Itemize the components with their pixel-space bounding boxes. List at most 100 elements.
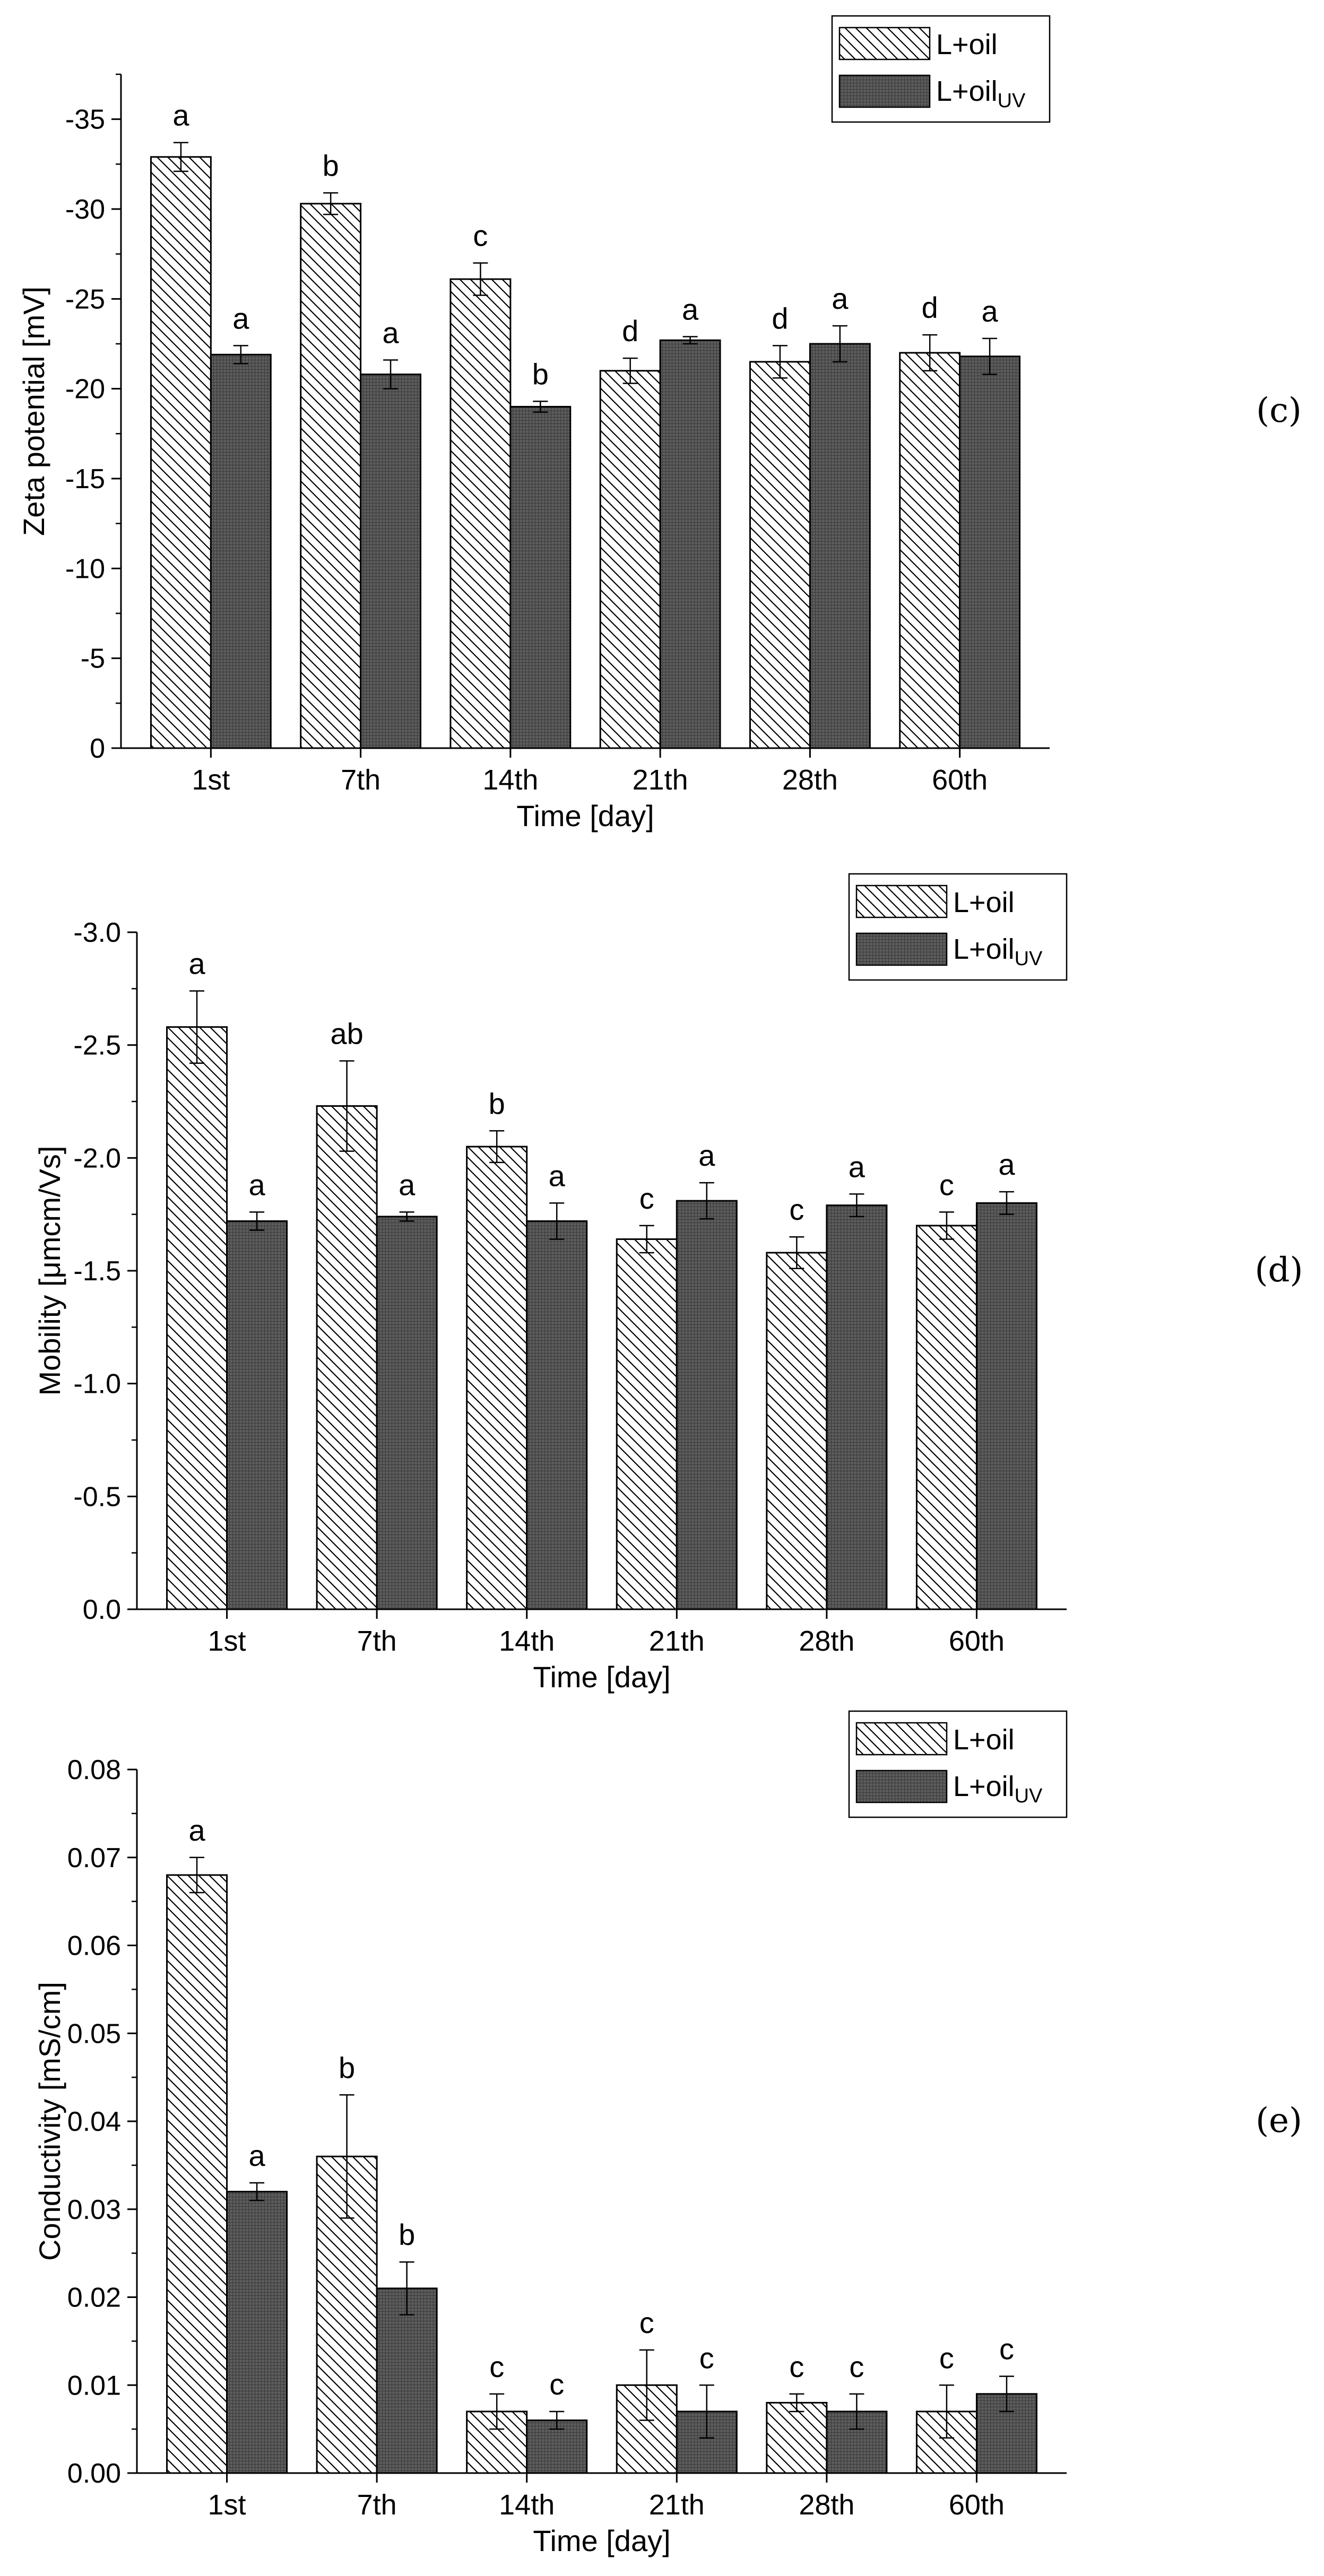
y-axis-title: Zeta potential [mV]	[17, 287, 50, 536]
significance-letter: a	[682, 292, 699, 326]
significance-letter: c	[999, 2332, 1014, 2366]
y-tick-label: -1.0	[73, 1369, 121, 1400]
bar-l-oil-uv	[226, 2191, 288, 2474]
y-axis-title: Conductivity [mS/cm]	[33, 1982, 66, 2261]
significance-letter: c	[849, 2350, 864, 2383]
bar-l-oil	[766, 2401, 828, 2474]
chart-panel-3: 0.00 0.01 0.02 0.03 0.04 0.05 0.06 0.07 0.08 1st 7…	[33, 1710, 1302, 2557]
bar-l-oil-uv	[959, 355, 1021, 749]
y-tick-label: 0.05	[67, 2018, 121, 2049]
x-tick-label: 1st	[208, 2489, 246, 2521]
bar-l-oil-uv	[376, 1216, 438, 1610]
x-tick-label: 7th	[357, 2489, 397, 2521]
y-tick-label: -15	[65, 464, 105, 495]
legend-label-subscript: UV	[998, 90, 1026, 112]
bar-l-oil-uv	[210, 353, 272, 749]
legend-label-l-oil-uv: L+oilUV	[953, 1771, 1043, 1807]
bar-l-oil-uv	[809, 343, 871, 749]
x-tick-label: 28th	[782, 764, 838, 796]
y-tick-label: -35	[65, 105, 105, 135]
y-tick-label: -20	[65, 374, 105, 405]
legend-label-main: L+oil	[953, 933, 1015, 965]
significance-letter: a	[188, 1814, 205, 1847]
x-tick-label: 21th	[649, 1625, 705, 1657]
bar-l-oil	[899, 352, 961, 749]
x-tick-label: 60th	[949, 2489, 1005, 2521]
significance-letter: c	[549, 2367, 564, 2401]
significance-letter: c	[489, 2350, 504, 2383]
y-axis-title: Mobility [μmcm/Vs]	[33, 1146, 66, 1396]
significance-letter: b	[323, 149, 339, 183]
legend-swatch-l-oil-uv	[838, 74, 931, 108]
x-tick-label: 60th	[949, 1625, 1005, 1657]
bar-l-oil-uv	[376, 2287, 438, 2474]
significance-letter: a	[188, 947, 205, 981]
x-axis-title: Time [day]	[533, 1660, 670, 1694]
y-tick-label: -0.5	[73, 1481, 121, 1512]
x-tick-label: 14th	[499, 1625, 555, 1657]
significance-letter: c	[639, 2306, 654, 2339]
significance-letter: c	[939, 2341, 954, 2374]
panel-label: (e)	[1256, 2101, 1302, 2140]
bar-l-oil-uv	[659, 339, 721, 749]
legend-swatch-l-oil	[838, 27, 931, 60]
x-tick-label: 21th	[649, 2489, 705, 2521]
x-tick-label: 7th	[357, 1625, 397, 1657]
bar-l-oil	[766, 1252, 828, 1610]
significance-letter: c	[473, 219, 488, 253]
y-tick-label: 0.04	[67, 2106, 121, 2137]
bar-l-oil	[449, 278, 512, 749]
significance-letter: a	[382, 316, 399, 349]
significance-letter: c	[939, 1168, 954, 1201]
y-tick-label: -2.0	[73, 1143, 121, 1174]
y-tick-label: 0.0	[83, 1594, 121, 1625]
bar-l-oil-uv	[526, 1220, 588, 1610]
legend-swatch-l-oil	[855, 1722, 948, 1756]
y-tick-label: 0	[90, 733, 105, 764]
bar-l-oil-uv	[826, 1204, 888, 1610]
legend-swatch-l-oil	[855, 884, 948, 918]
y-tick-label: 0.02	[67, 2283, 121, 2313]
y-tick-label: 0.06	[67, 1931, 121, 1962]
y-tick-label: -25	[65, 284, 105, 315]
x-tick-label: 1st	[208, 1625, 246, 1657]
significance-letter: a	[248, 1168, 265, 1201]
x-tick-label: 28th	[799, 1625, 854, 1657]
significance-letter: b	[489, 1087, 505, 1120]
legend-label-l-oil-uv: L+oilUV	[936, 75, 1026, 112]
legend-label-l-oil: L+oil	[953, 1724, 1015, 1756]
y-tick-label: 0.08	[67, 1755, 121, 1785]
x-tick-label: 14th	[499, 2489, 555, 2521]
bar-l-oil-uv	[509, 406, 572, 749]
legend-label-main: L+oil	[953, 1771, 1015, 1802]
legend-swatch-l-oil-uv	[855, 932, 948, 966]
x-axis-title: Time [day]	[533, 2524, 670, 2557]
bar-l-oil	[616, 1238, 678, 1610]
significance-letter: d	[772, 301, 788, 335]
significance-letter: a	[399, 1168, 416, 1201]
significance-letter: b	[532, 357, 549, 391]
y-tick-label: 0.01	[67, 2370, 121, 2401]
x-tick-label: 7th	[341, 764, 380, 796]
legend-label-l-oil: L+oil	[936, 29, 998, 60]
significance-letter: a	[982, 294, 999, 328]
bar-l-oil-uv	[360, 374, 422, 749]
y-tick-label: -2.5	[73, 1030, 121, 1061]
significance-letter: a	[698, 1139, 715, 1172]
legend-swatch-l-oil-uv	[855, 1770, 948, 1803]
panel-label: (d)	[1255, 1251, 1303, 1290]
significance-letter: a	[172, 99, 189, 132]
y-tick-label: 0.00	[67, 2458, 121, 2489]
significance-letter: d	[622, 314, 638, 348]
legend-label-subscript: UV	[1015, 1785, 1043, 1807]
significance-letter: d	[922, 291, 938, 324]
x-axis-title: Time [day]	[516, 799, 654, 832]
bar-l-oil	[166, 1874, 228, 2474]
bar-l-oil-uv	[676, 1200, 738, 1610]
x-tick-label: 28th	[799, 2489, 854, 2521]
y-tick-label: -5	[81, 644, 105, 674]
significance-letter: c	[699, 2341, 714, 2374]
y-tick-label: -3.0	[73, 917, 121, 948]
bar-l-oil	[466, 1146, 528, 1610]
